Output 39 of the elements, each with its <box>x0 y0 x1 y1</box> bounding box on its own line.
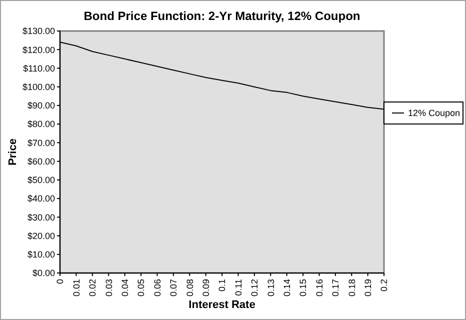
y-tick-label: $10.00 <box>27 250 55 260</box>
y-axis-title: Price <box>7 138 19 166</box>
x-tick-label: 0.09 <box>200 279 211 297</box>
x-tick-label: 0.1 <box>217 279 228 292</box>
x-tick-label: 0.19 <box>362 279 373 297</box>
x-tick-label: 0.18 <box>346 279 357 297</box>
x-tick-label: 0.02 <box>88 279 98 297</box>
x-tick-label: 0.16 <box>314 279 324 297</box>
y-tick-label: $110.00 <box>23 63 55 74</box>
y-tick-label: $60.00 <box>27 156 55 166</box>
x-axis-title: Interest Rate <box>188 299 256 311</box>
y-tick-label: $80.00 <box>27 119 55 130</box>
x-tick-label: 0.2 <box>379 279 390 292</box>
chart-title: Bond Price Function: 2-Yr Maturity, 12% Coupon <box>84 9 360 23</box>
y-tick-label: $90.00 <box>27 100 55 111</box>
y-tick-label: $70.00 <box>27 138 55 148</box>
x-tick-label: 0.04 <box>120 279 130 297</box>
x-tick-label: 0.11 <box>233 279 244 296</box>
x-tick-label: 0.15 <box>298 279 308 297</box>
x-tick-label: 0.13 <box>266 279 276 297</box>
y-tick-label: $130.00 <box>22 26 55 36</box>
x-tick-label: 0.03 <box>104 279 114 297</box>
x-tick-label: 0.12 <box>250 279 260 297</box>
x-tick-label: 0.14 <box>282 279 292 297</box>
y-tick-label: $100.00 <box>22 82 55 92</box>
x-tick-label: 0.08 <box>184 279 195 297</box>
x-tick-label: 0.01 <box>71 279 82 297</box>
y-tick-label: $20.00 <box>27 230 55 241</box>
y-tick-label: $120.00 <box>22 44 55 55</box>
x-tick-label: 0.07 <box>168 279 179 297</box>
y-tick-label: $30.00 <box>27 212 55 222</box>
x-tick-label: 0.05 <box>136 279 146 297</box>
legend-label: 12% Coupon <box>408 108 460 118</box>
x-tick-label: 0.06 <box>152 279 162 297</box>
y-tick-label: $50.00 <box>27 175 55 186</box>
x-tick-label: 0 <box>55 279 66 284</box>
y-tick-label: $0.00 <box>32 268 55 278</box>
y-tick-label: $40.00 <box>27 194 55 204</box>
x-tick-label: 0.17 <box>330 279 341 297</box>
